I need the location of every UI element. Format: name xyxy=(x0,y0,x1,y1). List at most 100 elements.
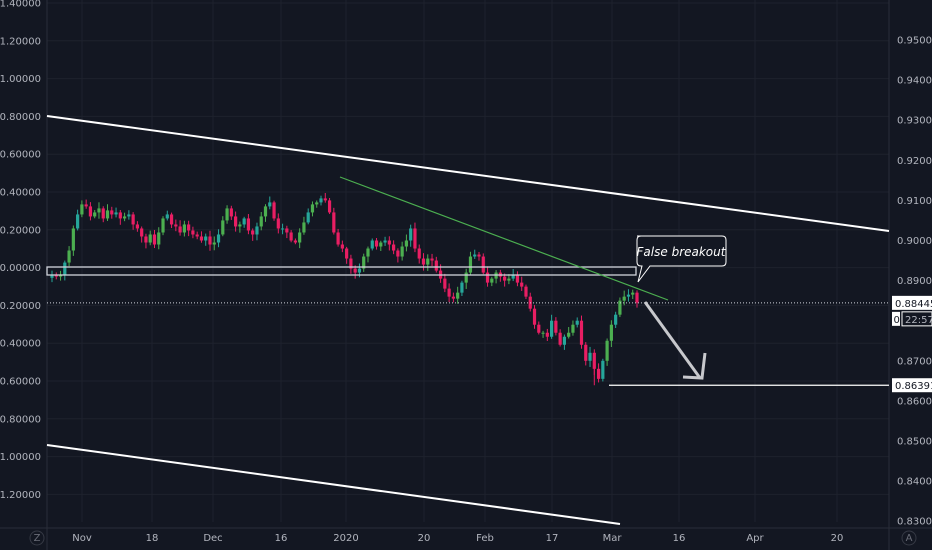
candle-body[interactable] xyxy=(366,248,370,257)
candle-body[interactable] xyxy=(515,274,520,283)
candle-body[interactable] xyxy=(481,256,485,273)
candle-body[interactable] xyxy=(319,198,323,203)
candle-body[interactable] xyxy=(409,228,413,241)
candle-body[interactable] xyxy=(567,332,571,337)
z-icon[interactable] xyxy=(29,530,45,546)
candle-body[interactable] xyxy=(285,228,289,233)
false-breakout-callout[interactable]: False breakout xyxy=(636,235,727,283)
candle-body[interactable] xyxy=(169,214,174,225)
candle-body[interactable] xyxy=(387,240,391,245)
candle-body[interactable] xyxy=(122,216,127,219)
candle-body[interactable] xyxy=(255,226,259,235)
candle-body[interactable] xyxy=(242,218,246,225)
candle-body[interactable] xyxy=(635,292,639,303)
candle-body[interactable] xyxy=(545,332,549,337)
candle-body[interactable] xyxy=(490,278,494,283)
candle-body[interactable] xyxy=(434,260,438,271)
candle-body[interactable] xyxy=(323,198,327,201)
candle-body[interactable] xyxy=(76,214,80,229)
candle-body[interactable] xyxy=(549,320,554,337)
candle-body[interactable] xyxy=(374,240,379,247)
candle-body[interactable] xyxy=(212,242,216,245)
candle-body[interactable] xyxy=(110,210,114,215)
candle-body[interactable] xyxy=(148,234,152,243)
candle-body[interactable] xyxy=(554,320,558,333)
candle-body[interactable] xyxy=(468,256,473,273)
candle-body[interactable] xyxy=(562,336,567,345)
candle-body[interactable] xyxy=(477,254,481,257)
candle-body[interactable] xyxy=(430,258,434,261)
candle-body[interactable] xyxy=(88,206,93,217)
candle-body[interactable] xyxy=(272,202,276,219)
candle-body[interactable] xyxy=(460,282,464,293)
candle-body[interactable] xyxy=(596,368,601,379)
auto-scale-icon[interactable] xyxy=(901,530,917,546)
candle-body[interactable] xyxy=(174,224,178,227)
candle-body[interactable] xyxy=(238,224,242,227)
candle-body[interactable] xyxy=(532,308,537,325)
candle-body[interactable] xyxy=(80,204,84,215)
candle-body[interactable] xyxy=(507,278,511,281)
candle-body[interactable] xyxy=(558,332,562,345)
candle-body[interactable] xyxy=(626,294,631,297)
candle-body[interactable] xyxy=(524,286,528,297)
candle-body[interactable] xyxy=(187,224,191,231)
candle-body[interactable] xyxy=(605,340,609,361)
candle-body[interactable] xyxy=(293,240,297,243)
candle-body[interactable] xyxy=(485,272,490,283)
candle-body[interactable] xyxy=(251,230,255,235)
candle-body[interactable] xyxy=(93,212,97,217)
candle-body[interactable] xyxy=(298,232,302,243)
candle-body[interactable] xyxy=(315,202,319,205)
candle-body[interactable] xyxy=(426,258,430,265)
candle-body[interactable] xyxy=(259,216,263,227)
candle-body[interactable] xyxy=(370,240,374,249)
candle-body[interactable] xyxy=(383,240,387,243)
candle-body[interactable] xyxy=(575,320,579,325)
candle-body[interactable] xyxy=(584,344,588,361)
candle-body[interactable] xyxy=(473,254,477,257)
candle-body[interactable] xyxy=(332,212,336,233)
candle-body[interactable] xyxy=(67,250,71,263)
candle-body[interactable] xyxy=(229,208,233,217)
candle-body[interactable] xyxy=(140,228,144,237)
candle-body[interactable] xyxy=(234,216,238,227)
candle-body[interactable] xyxy=(614,314,618,325)
candle-body[interactable] xyxy=(157,232,161,245)
candle-body[interactable] xyxy=(362,256,366,269)
candle-body[interactable] xyxy=(601,360,605,379)
candle-body[interactable] xyxy=(464,272,468,283)
candle-body[interactable] xyxy=(302,222,306,233)
candle-body[interactable] xyxy=(165,214,169,219)
candle-body[interactable] xyxy=(195,234,199,237)
candle-body[interactable] xyxy=(144,236,148,243)
candle-body[interactable] xyxy=(443,278,447,289)
candle-body[interactable] xyxy=(631,292,635,295)
candle-body[interactable] xyxy=(204,236,208,241)
candle-body[interactable] xyxy=(379,242,383,247)
time-axis[interactable]: Nov 18 Dec 16 2020 20 Feb 17 Mar 16 Apr 20 xyxy=(72,533,843,544)
candle-body[interactable] xyxy=(135,224,140,229)
candle-body[interactable] xyxy=(327,200,332,213)
candle-body[interactable] xyxy=(101,208,105,219)
candle-body[interactable] xyxy=(588,352,592,361)
candle-body[interactable] xyxy=(216,234,221,243)
candles[interactable] xyxy=(50,192,639,386)
left-axis[interactable]: 1.40000 1.20000 1.00000 0.80000 0.60000 0.400… xyxy=(0,0,41,501)
candle-body[interactable] xyxy=(622,296,626,301)
candle-body[interactable] xyxy=(131,214,135,225)
candle-body[interactable] xyxy=(353,268,357,273)
candle-body[interactable] xyxy=(268,202,272,207)
candle-body[interactable] xyxy=(396,250,400,257)
candle-body[interactable] xyxy=(400,246,404,257)
candle-body[interactable] xyxy=(246,218,251,231)
candle-body[interactable] xyxy=(306,212,310,223)
candle-body[interactable] xyxy=(579,320,584,345)
candle-body[interactable] xyxy=(336,232,340,245)
candle-body[interactable] xyxy=(208,236,212,245)
candle-body[interactable] xyxy=(357,268,362,273)
candle-body[interactable] xyxy=(503,276,507,281)
candle-body[interactable] xyxy=(289,232,293,241)
